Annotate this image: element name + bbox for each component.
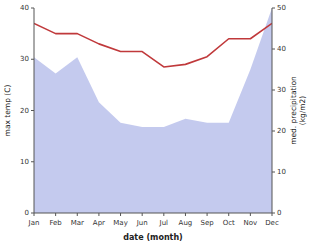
y-tick-label: 40 <box>20 4 29 12</box>
plot-area <box>34 8 272 213</box>
y2-tick <box>272 90 275 91</box>
y2-tick-label: 30 <box>277 86 286 94</box>
y2-tick <box>272 8 275 9</box>
x-tick-label: Jun <box>136 219 148 227</box>
x-tick <box>207 213 208 216</box>
temp-line <box>34 23 272 67</box>
x-tick <box>34 213 35 216</box>
x-tick-label: Mar <box>71 219 84 227</box>
x-tick-label: Sep <box>200 219 214 227</box>
y2-axis-label: med. precipitation(kg/m2) <box>289 76 307 145</box>
y-tick-label: 20 <box>20 107 29 115</box>
x-tick <box>77 213 78 216</box>
y2-tick <box>272 172 275 173</box>
x-tick <box>55 213 56 216</box>
y2-tick-label: 0 <box>277 209 281 217</box>
y2-tick-label: 50 <box>277 4 286 12</box>
y2-tick <box>272 131 275 132</box>
y-tick <box>31 161 34 162</box>
y2-tick-label: 20 <box>277 127 286 135</box>
x-tick <box>120 213 121 216</box>
x-tick-label: Apr <box>93 219 105 227</box>
y-tick-label: 30 <box>20 55 29 63</box>
y-axis-label: max temp (C) <box>3 85 12 137</box>
x-tick-label: Feb <box>49 219 62 227</box>
x-tick <box>272 213 273 216</box>
chart: 0 10 20 30 40 0 10 20 30 40 50 Jan Feb Mar Apr May Jun Ju… <box>0 0 318 247</box>
x-tick <box>98 213 99 216</box>
x-tick <box>163 213 164 216</box>
precip-area <box>34 8 272 213</box>
y-tick-label: 10 <box>20 158 29 166</box>
y-tick <box>31 8 34 9</box>
x-axis-line <box>34 213 272 214</box>
x-tick-label: Jul <box>159 219 169 227</box>
y-tick <box>31 59 34 60</box>
x-tick-label: Jan <box>28 219 40 227</box>
y2-axis-line <box>272 8 273 213</box>
x-axis-label: date (month) <box>123 233 183 242</box>
y2-tick-label: 40 <box>277 45 286 53</box>
y2-axis-label-line: (kg/m2) <box>298 96 307 126</box>
y-tick <box>31 110 34 111</box>
x-tick-label: Oct <box>223 219 235 227</box>
y2-tick-label: 10 <box>277 168 286 176</box>
x-tick-label: Nov <box>244 219 258 227</box>
x-tick-label: May <box>113 219 127 227</box>
x-tick <box>185 213 186 216</box>
x-tick <box>142 213 143 216</box>
x-tick <box>250 213 251 216</box>
x-tick <box>228 213 229 216</box>
x-tick-label: Dec <box>265 219 279 227</box>
y-tick-label: 0 <box>25 209 29 217</box>
y2-axis-label-line: med. precipitation <box>289 76 298 145</box>
x-tick-label: Aug <box>179 219 193 227</box>
y2-tick <box>272 49 275 50</box>
